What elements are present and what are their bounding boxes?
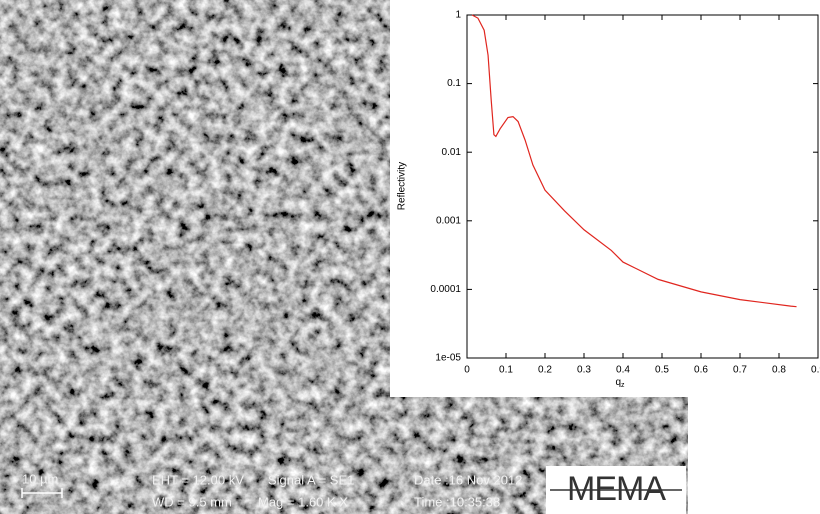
- x-axis-label-main: q: [615, 377, 621, 388]
- x-tick-label: 0: [464, 365, 470, 376]
- x-tick-label: 0.3: [577, 365, 591, 376]
- x-axis-label-sub: z: [621, 382, 625, 389]
- y-tick-label: 0.0001: [430, 284, 461, 295]
- chart-panel: [390, 0, 820, 397]
- logo: MEMA: [567, 470, 666, 508]
- x-tick-label: 0.9: [811, 365, 820, 376]
- x-tick-label: 0.8: [772, 365, 786, 376]
- y-axis-label: Reflectivity: [397, 162, 408, 210]
- y-tick-label: 1e-05: [435, 353, 461, 364]
- x-axis-label: qz: [615, 377, 625, 389]
- info-text: Date :16 Nov 2012: [414, 472, 522, 487]
- y-tick-label: 0.001: [436, 215, 461, 226]
- info-text: Signal A = SE1: [268, 472, 354, 487]
- x-tick-label: 0.5: [655, 365, 669, 376]
- info-text: Mag = 1.60 K X: [258, 494, 348, 509]
- data-line: [471, 14, 797, 308]
- x-tick-label: 0.7: [733, 365, 747, 376]
- info-text: Time :10:35:38: [414, 494, 500, 509]
- scale-bar: [21, 488, 63, 498]
- info-text: EHT = 12.00 kV: [152, 472, 244, 487]
- plot-frame: [466, 14, 819, 359]
- x-tick-label: 0.6: [694, 365, 708, 376]
- y-tick-label: 1: [455, 10, 461, 21]
- scale-bar-label: 10 µm: [22, 471, 58, 486]
- x-tick-label: 0.2: [538, 365, 552, 376]
- x-tick-label: 0.1: [499, 365, 513, 376]
- info-text: WD = 9.5 mm: [152, 494, 232, 509]
- x-tick-label: 0.4: [616, 365, 630, 376]
- y-tick-label: 0.1: [447, 78, 461, 89]
- blank: [688, 397, 820, 514]
- y-tick-label: 0.01: [442, 147, 462, 158]
